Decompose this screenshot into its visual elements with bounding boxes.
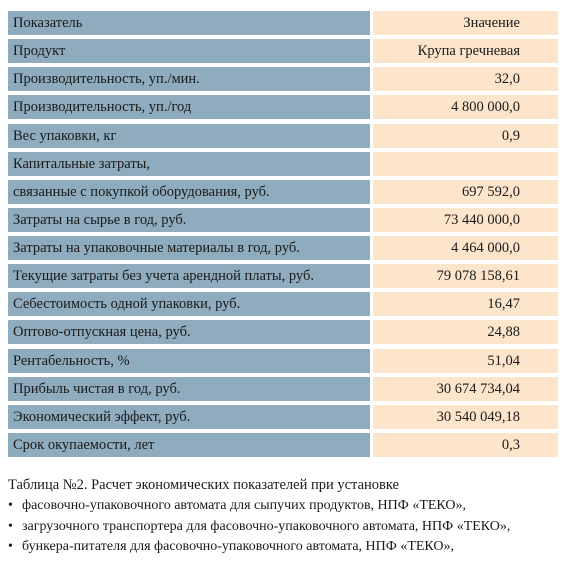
label-cell: Экономический эффект, руб. [8, 404, 370, 429]
label-cell: Затраты на упаковочные материалы в год, … [8, 236, 370, 261]
value-cell: 32,0 [373, 67, 558, 92]
table-row: Продукт Крупа гречневая [8, 39, 558, 64]
label-cell: Затраты на сырье в год, руб. [8, 207, 370, 232]
table-row: Оптово-отпускная цена, руб. 24,88 [8, 320, 558, 345]
table-row: Производительность, уп./мин. 32,0 [8, 67, 558, 92]
label-cell: Прибыль чистая в год, руб. [8, 376, 370, 401]
table-row: связанные с покупкой оборудования, руб. 6… [8, 179, 558, 204]
value-cell: 24,88 [373, 320, 558, 345]
table-row: Прибыль чистая в год, руб. 30 674 734,04 [8, 376, 558, 401]
value-cell: 697 592,0 [373, 179, 558, 204]
bullet-text: бункера-питателя для фасовочно-упаковочн… [22, 539, 455, 554]
table-row: Затраты на упаковочные материалы в год, … [8, 236, 558, 261]
value-cell [373, 151, 558, 176]
value-cell: 4 464 000,0 [373, 236, 558, 261]
label-cell: Текущие затраты без учета арендной платы… [8, 264, 370, 289]
value-cell: 51,04 [373, 348, 558, 373]
value-cell: 79 078 158,61 [373, 264, 558, 289]
bullet-item: • фасовочно-упаковочного автомата для сып… [8, 498, 466, 514]
value-cell: 0,3 [373, 432, 558, 457]
bullet-dot: • [8, 518, 13, 534]
value-cell: 30 540 049,18 [373, 404, 558, 429]
value-cell: 0,9 [373, 123, 558, 148]
bullet-text: загрузочного транспортера для фасовочно-… [22, 518, 511, 534]
table-row: Текущие затраты без учета арендной платы… [8, 264, 558, 289]
table-row: Производительность, уп./год 4 800 000,0 [8, 95, 558, 120]
caption: Таблица №2. Расчет экономических показат… [8, 477, 399, 493]
bullet-dot: • [8, 539, 13, 554]
table-row: Капитальные затраты, [8, 151, 558, 176]
label-cell: Продукт [8, 39, 370, 64]
bullet-item: • бункера-питателя для фасовочно-упаковоч… [8, 539, 454, 555]
table-row: Срок окупаемости, лет 0,3 [8, 432, 558, 457]
bullet-text: фасовочно-упаковочного автомата для сыпу… [22, 498, 467, 513]
label-cell: Рентабельность, % [8, 348, 370, 373]
label-cell: Себестоимость одной упаковки, руб. [8, 292, 370, 317]
label-cell: Показатель [8, 11, 370, 35]
label-cell: Капитальные затраты, [8, 151, 370, 176]
table-row: Рентабельность, % 51,04 [8, 348, 558, 373]
value-cell: 73 440 000,0 [373, 207, 558, 232]
table-row: Себестоимость одной упаковки, руб. 16,47 [8, 292, 558, 317]
value-cell: 4 800 000,0 [373, 95, 558, 120]
label-cell: Вес упаковки, кг [8, 123, 370, 148]
value-cell: Крупа гречневая [373, 39, 558, 64]
value-cell: Значение [373, 11, 558, 35]
label-cell: Оптово-отпускная цена, руб. [8, 320, 370, 345]
label-cell: Производительность, уп./мин. [8, 67, 370, 92]
table-row: Вес упаковки, кг 0,9 [8, 123, 558, 148]
value-cell: 30 674 734,04 [373, 376, 558, 401]
bullet-item: • загрузочного транспортера для фасовочно… [8, 519, 510, 535]
header-row: Показатель Значение [8, 11, 558, 35]
value-cell: 16,47 [373, 292, 558, 317]
label-cell: Срок окупаемости, лет [8, 432, 370, 457]
bullet-dot: • [8, 498, 13, 513]
table-row: Экономический эффект, руб. 30 540 049,18 [8, 404, 558, 429]
label-cell: связанные с покупкой оборудования, руб. [8, 179, 370, 204]
table-row: Затраты на сырье в год, руб. 73 440 000,0 [8, 207, 558, 232]
label-cell: Производительность, уп./год [8, 95, 370, 120]
